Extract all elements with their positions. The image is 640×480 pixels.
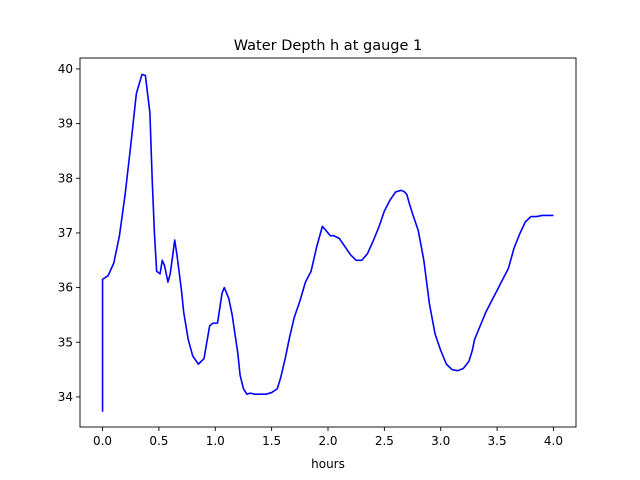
chart-title: Water Depth h at gauge 1 — [234, 38, 422, 54]
x-tick-label: 3.5 — [488, 434, 507, 448]
x-tick-label: 1.5 — [262, 434, 281, 448]
x-tick-label: 4.0 — [544, 434, 563, 448]
plot-background — [80, 58, 576, 427]
y-tick-label: 38 — [58, 171, 73, 185]
x-tick-label: 3.0 — [431, 434, 450, 448]
x-axis: 0.0 0.5 1.0 1.5 2.0 2.5 3.0 3.5 4.0 — [93, 427, 563, 448]
x-tick-label: 1.0 — [206, 434, 225, 448]
y-tick-label: 36 — [58, 281, 73, 295]
x-tick-label: 2.5 — [375, 434, 394, 448]
plot-area — [80, 58, 576, 427]
y-tick-label: 35 — [58, 335, 73, 349]
y-tick-label: 40 — [58, 62, 73, 76]
y-tick-label: 37 — [58, 226, 73, 240]
x-tick-label: 2.0 — [318, 434, 337, 448]
x-axis-label: hours — [311, 457, 345, 471]
y-tick-label: 39 — [58, 117, 73, 131]
x-tick-label: 0.5 — [149, 434, 168, 448]
series-line-1 — [101, 73, 554, 412]
x-tick-label: 0.0 — [93, 434, 112, 448]
series-layer — [101, 73, 554, 412]
y-tick-label: 34 — [58, 390, 73, 404]
y-axis: 34 35 36 37 38 39 40 — [58, 62, 80, 404]
